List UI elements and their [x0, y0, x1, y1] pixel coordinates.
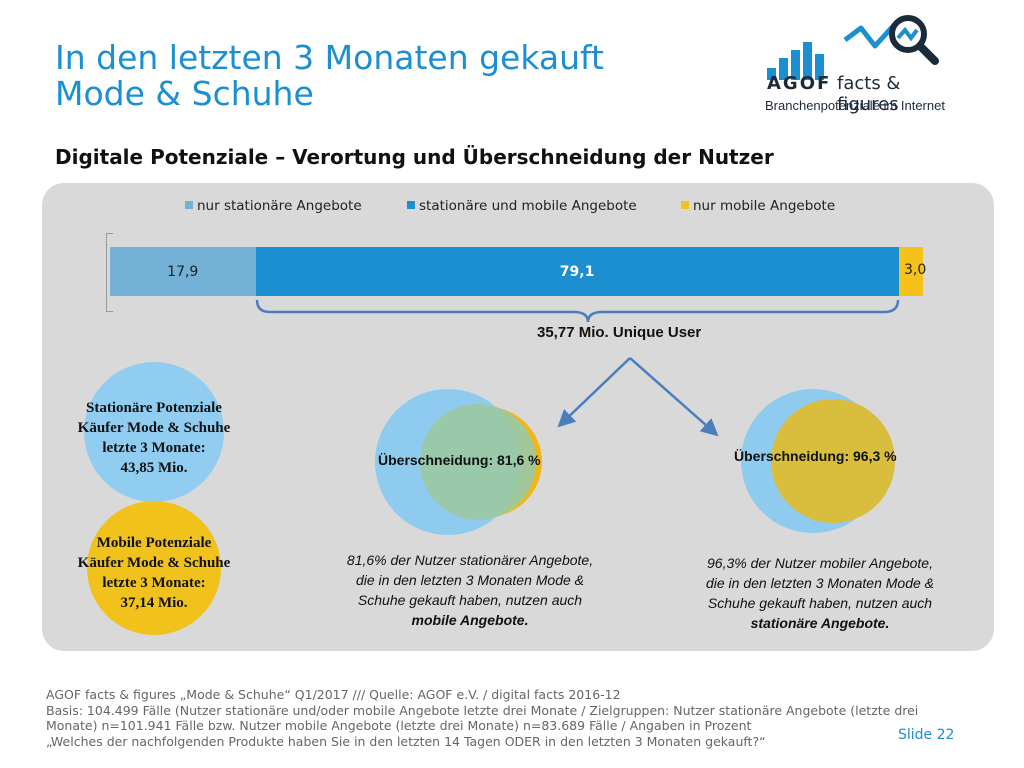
legend-swatch	[407, 201, 415, 209]
legend-swatch	[185, 201, 193, 209]
slide-number: Slide 22	[898, 727, 955, 743]
legend-item-stationary-only: nur stationäre Angebote	[185, 198, 362, 214]
bar-segment-mobile-only	[898, 247, 923, 296]
section-subtitle: Digitale Potenziale – Verortung und Über…	[55, 145, 774, 169]
bar-data-label: 79,1	[559, 263, 595, 280]
bar-data-label: 17,9	[167, 263, 199, 280]
bar-segment-stationary-only: 17,9	[110, 247, 256, 296]
legend-item-both: stationäre und mobile Angebote	[407, 198, 637, 214]
page-title-line-1: In den letzten 3 Monaten gekauft	[55, 38, 604, 77]
note-left: 81,6% der Nutzer stationärer Angebote, d…	[346, 552, 594, 628]
venn-right-overlap-label: Überschneidung: 96,3 %	[734, 448, 897, 464]
mobile-potential-label: Mobile Potenziale Käufer Mode & Schuhe l…	[77, 535, 231, 611]
magnifier-icon	[843, 15, 939, 65]
stationary-potential-label: Stationäre Potenziale Käufer Mode & Schu…	[77, 400, 231, 476]
page-title: In den letzten 3 Monaten gekauft Mode & …	[55, 40, 604, 112]
bar-segment-both: 79,1	[255, 247, 899, 296]
logo-tagline: facts & figures	[837, 73, 901, 115]
category-axis	[106, 233, 113, 312]
venn-left-overlap-label: Überschneidung: 81,6 %	[378, 452, 541, 468]
logo-word: AGOF	[767, 73, 832, 94]
bar-label-mobile-only: 3,0	[904, 262, 927, 278]
agof-logo: AGOF facts & figures Branchenpotenziale …	[765, 10, 965, 115]
logo-subline: Branchenpotenziale im Internet	[765, 98, 945, 113]
bar-chart-icon	[765, 40, 835, 80]
legend-swatch	[681, 201, 689, 209]
source-footnote: AGOF facts & figures „Mode & Schuhe“ Q1/…	[46, 687, 919, 749]
unique-user-label: 35,77 Mio. Unique User	[537, 324, 702, 341]
legend-item-mobile-only: nur mobile Angebote	[681, 198, 835, 214]
note-right: 96,3% der Nutzer mobiler Angebote, die i…	[705, 555, 935, 631]
page-title-line-2: Mode & Schuhe	[55, 74, 314, 113]
